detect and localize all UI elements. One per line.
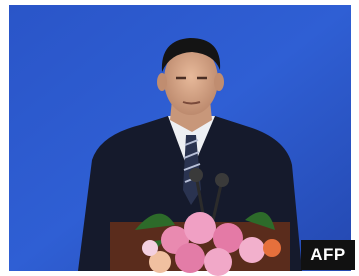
photo-frame: AFP [0, 0, 359, 276]
ear [157, 73, 167, 91]
microphone [215, 173, 229, 187]
watermark: AFP [301, 240, 355, 270]
photo [0, 0, 359, 276]
ear [214, 73, 224, 91]
microphone [189, 168, 203, 182]
